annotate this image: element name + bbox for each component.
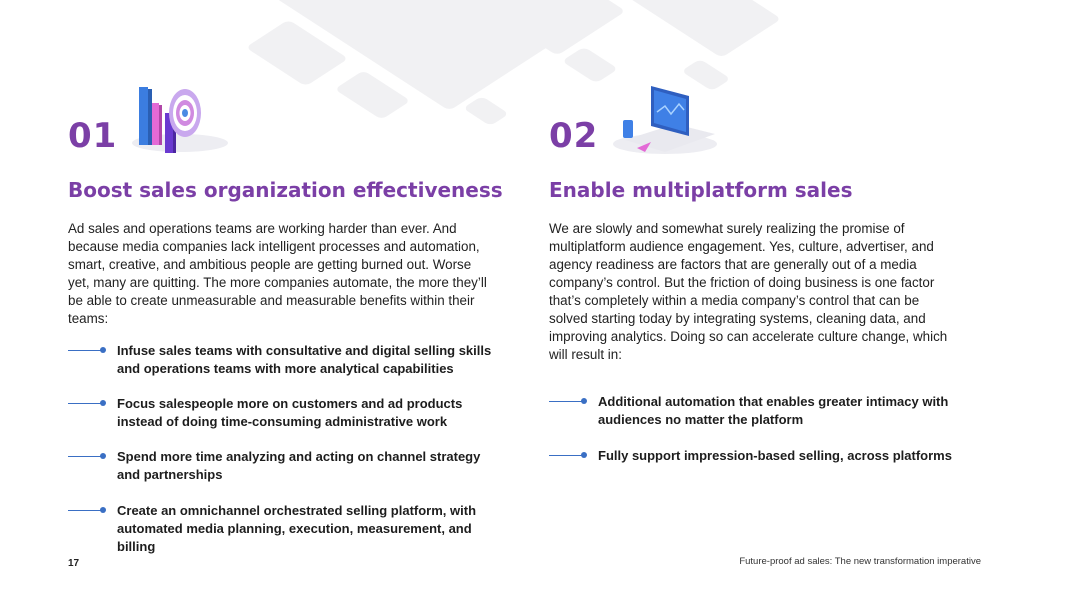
- bullet-dot: [100, 347, 106, 353]
- section-body: We are slowly and somewhat surely realiz…: [549, 221, 948, 362]
- bullet-dot: [100, 453, 106, 459]
- section-heading: Boost sales organization effectiveness: [68, 178, 503, 202]
- target-bar-chart-icon: [125, 85, 235, 155]
- bullet-line: [68, 510, 102, 511]
- bullet-line: [68, 350, 102, 351]
- bullet-dot: [100, 507, 106, 513]
- section-body: Ad sales and operations teams are workin…: [68, 221, 487, 326]
- bullet-text: Infuse sales teams with consultative and…: [117, 343, 492, 376]
- bullet-text: Additional automation that enables great…: [598, 394, 949, 427]
- bullet-text: Spend more time analyzing and acting on …: [117, 449, 481, 482]
- bullet-line: [549, 455, 583, 456]
- section-number: 02: [549, 116, 599, 156]
- bullet-dot: [100, 400, 106, 406]
- background-shape: [561, 46, 619, 84]
- background-shape: [462, 95, 510, 127]
- section-number: 01: [68, 116, 118, 156]
- bullet-line: [549, 401, 583, 402]
- bullet-dot: [581, 452, 587, 458]
- bullet-text: Create an omnichannel orchestrated selli…: [117, 503, 477, 554]
- background-shape: [618, 0, 782, 58]
- laptop-multiplatform-icon: [605, 82, 725, 157]
- bullet-dot: [581, 398, 587, 404]
- section-heading: Enable multiplatform sales: [549, 178, 853, 202]
- bullet-line: [68, 403, 102, 404]
- bullet-text: Focus salespeople more on customers and …: [117, 396, 463, 429]
- bullet-text: Fully support impression-based selling, …: [598, 448, 952, 463]
- footer-title: Future-proof ad sales: The new transform…: [739, 556, 981, 567]
- page-number: 17: [68, 558, 80, 569]
- bullet-line: [68, 456, 102, 457]
